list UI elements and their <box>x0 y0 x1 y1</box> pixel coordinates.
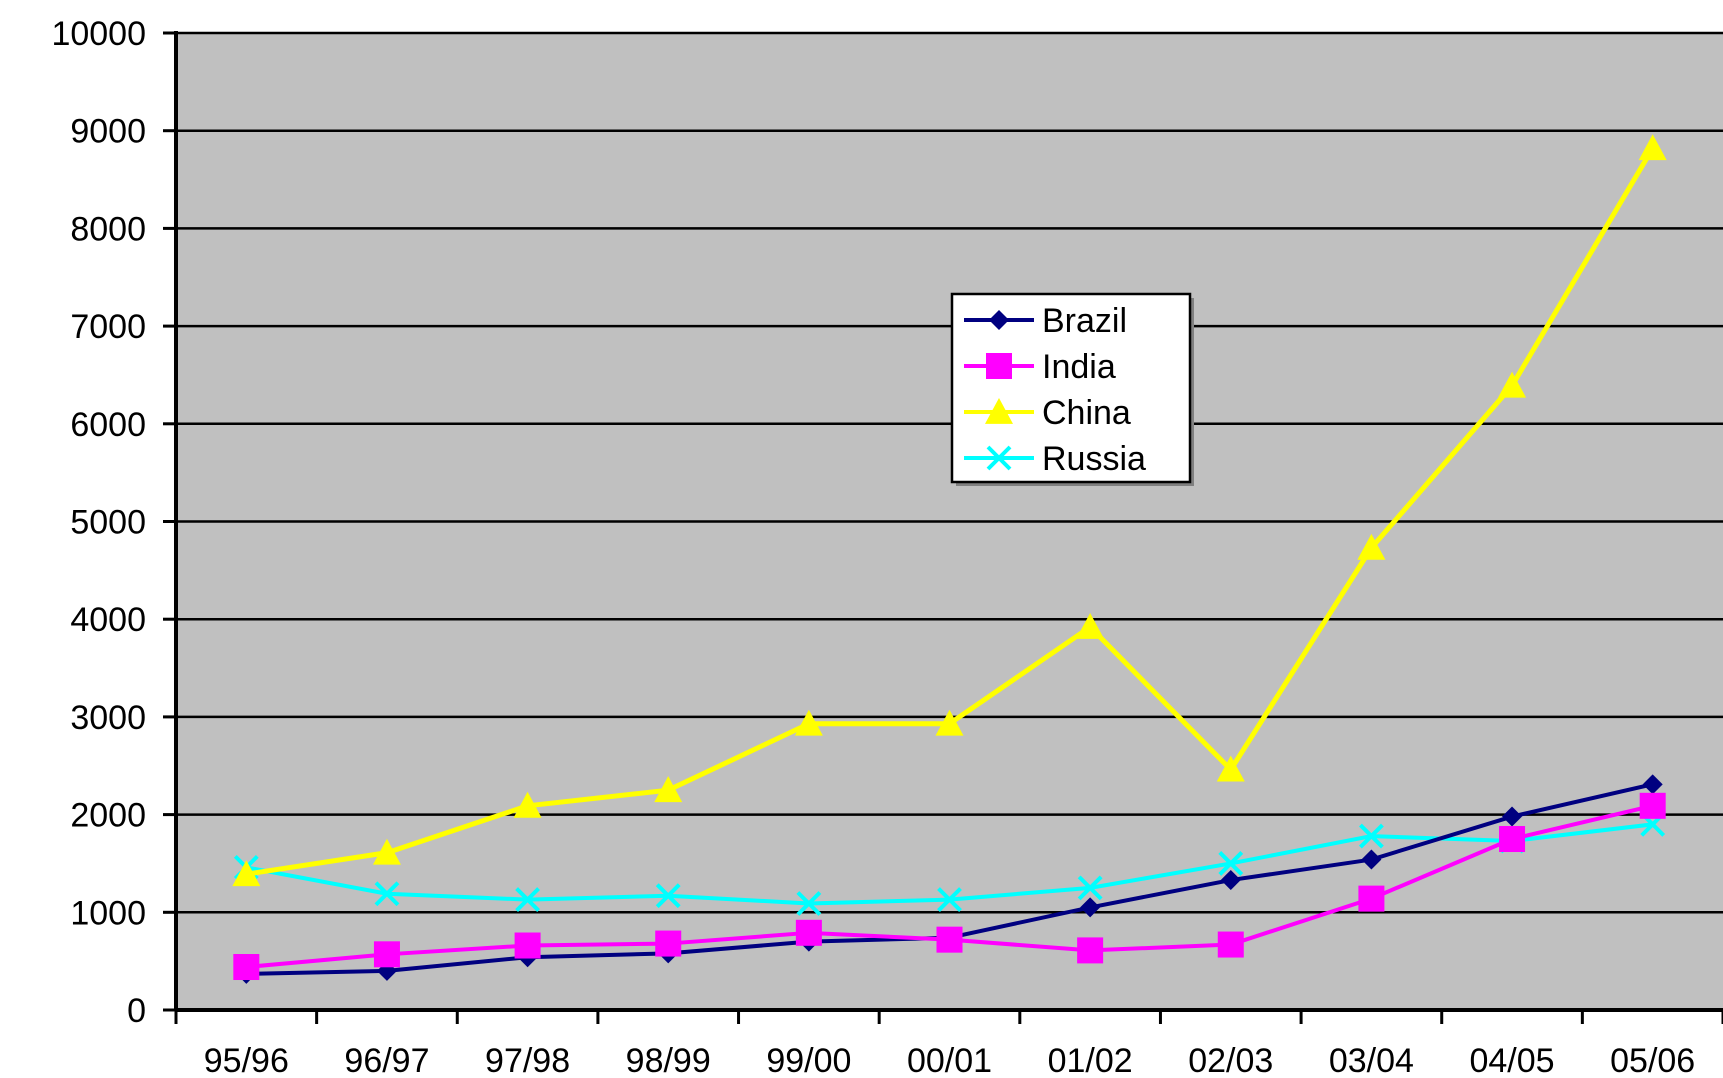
data-point-india-96-97 <box>374 941 400 967</box>
x-tick-label-01-02: 01/02 <box>1048 1042 1133 1078</box>
data-point-india-02-03 <box>1218 932 1244 958</box>
data-point-india-01-02 <box>1077 937 1103 963</box>
data-point-india-00-01 <box>937 927 963 953</box>
y-tick-label-0: 0 <box>127 992 146 1030</box>
legend-label-russia: Russia <box>1042 440 1146 478</box>
data-point-india-99-00 <box>796 920 822 946</box>
x-tick-label-03-04: 03/04 <box>1329 1042 1414 1078</box>
data-point-india-03-04 <box>1358 886 1384 912</box>
legend-label-brazil: Brazil <box>1042 302 1127 340</box>
x-tick-label-95-96: 95/96 <box>204 1042 289 1078</box>
data-point-india-97-98 <box>515 933 541 959</box>
x-tick-labels: 95/96 96/97 97/98 98/99 99/00 00/01 01/02 02/03… <box>204 1042 1695 1078</box>
y-tick-label-6000: 6000 <box>70 406 146 444</box>
y-tick-labels: 0 1000 2000 3000 4000 5000 6000 7000 8000 9000 100… <box>51 15 146 1030</box>
x-tick-label-96-97: 96/97 <box>344 1042 429 1078</box>
y-tick-label-4000: 4000 <box>70 601 146 639</box>
y-tick-label-8000: 8000 <box>70 210 146 248</box>
data-point-india-04-05 <box>1499 826 1525 852</box>
legend-marker-india <box>986 353 1012 379</box>
x-tick-label-98-99: 98/99 <box>626 1042 711 1078</box>
y-tick-label-10000: 10000 <box>51 15 146 53</box>
data-point-india-95-96 <box>233 954 259 980</box>
x-tick-label-00-01: 00/01 <box>907 1042 992 1078</box>
data-point-india-05-06 <box>1640 793 1666 819</box>
x-tick-label-97-98: 97/98 <box>485 1042 570 1078</box>
legend: Brazil India China Russia <box>952 294 1194 486</box>
data-point-india-98-99 <box>655 931 681 957</box>
x-tick-label-05-06: 05/06 <box>1610 1042 1695 1078</box>
x-tick-label-02-03: 02/03 <box>1188 1042 1273 1078</box>
y-tick-label-2000: 2000 <box>70 797 146 835</box>
y-tick-label-5000: 5000 <box>70 504 146 542</box>
legend-label-india: India <box>1042 348 1116 386</box>
x-tick-label-99-00: 99/00 <box>766 1042 851 1078</box>
y-tick-label-9000: 9000 <box>70 113 146 151</box>
y-tick-label-3000: 3000 <box>70 699 146 737</box>
legend-label-china: China <box>1042 394 1131 432</box>
y-tick-label-7000: 7000 <box>70 308 146 346</box>
y-tick-label-1000: 1000 <box>70 894 146 932</box>
x-tick-label-04-05: 04/05 <box>1469 1042 1554 1078</box>
